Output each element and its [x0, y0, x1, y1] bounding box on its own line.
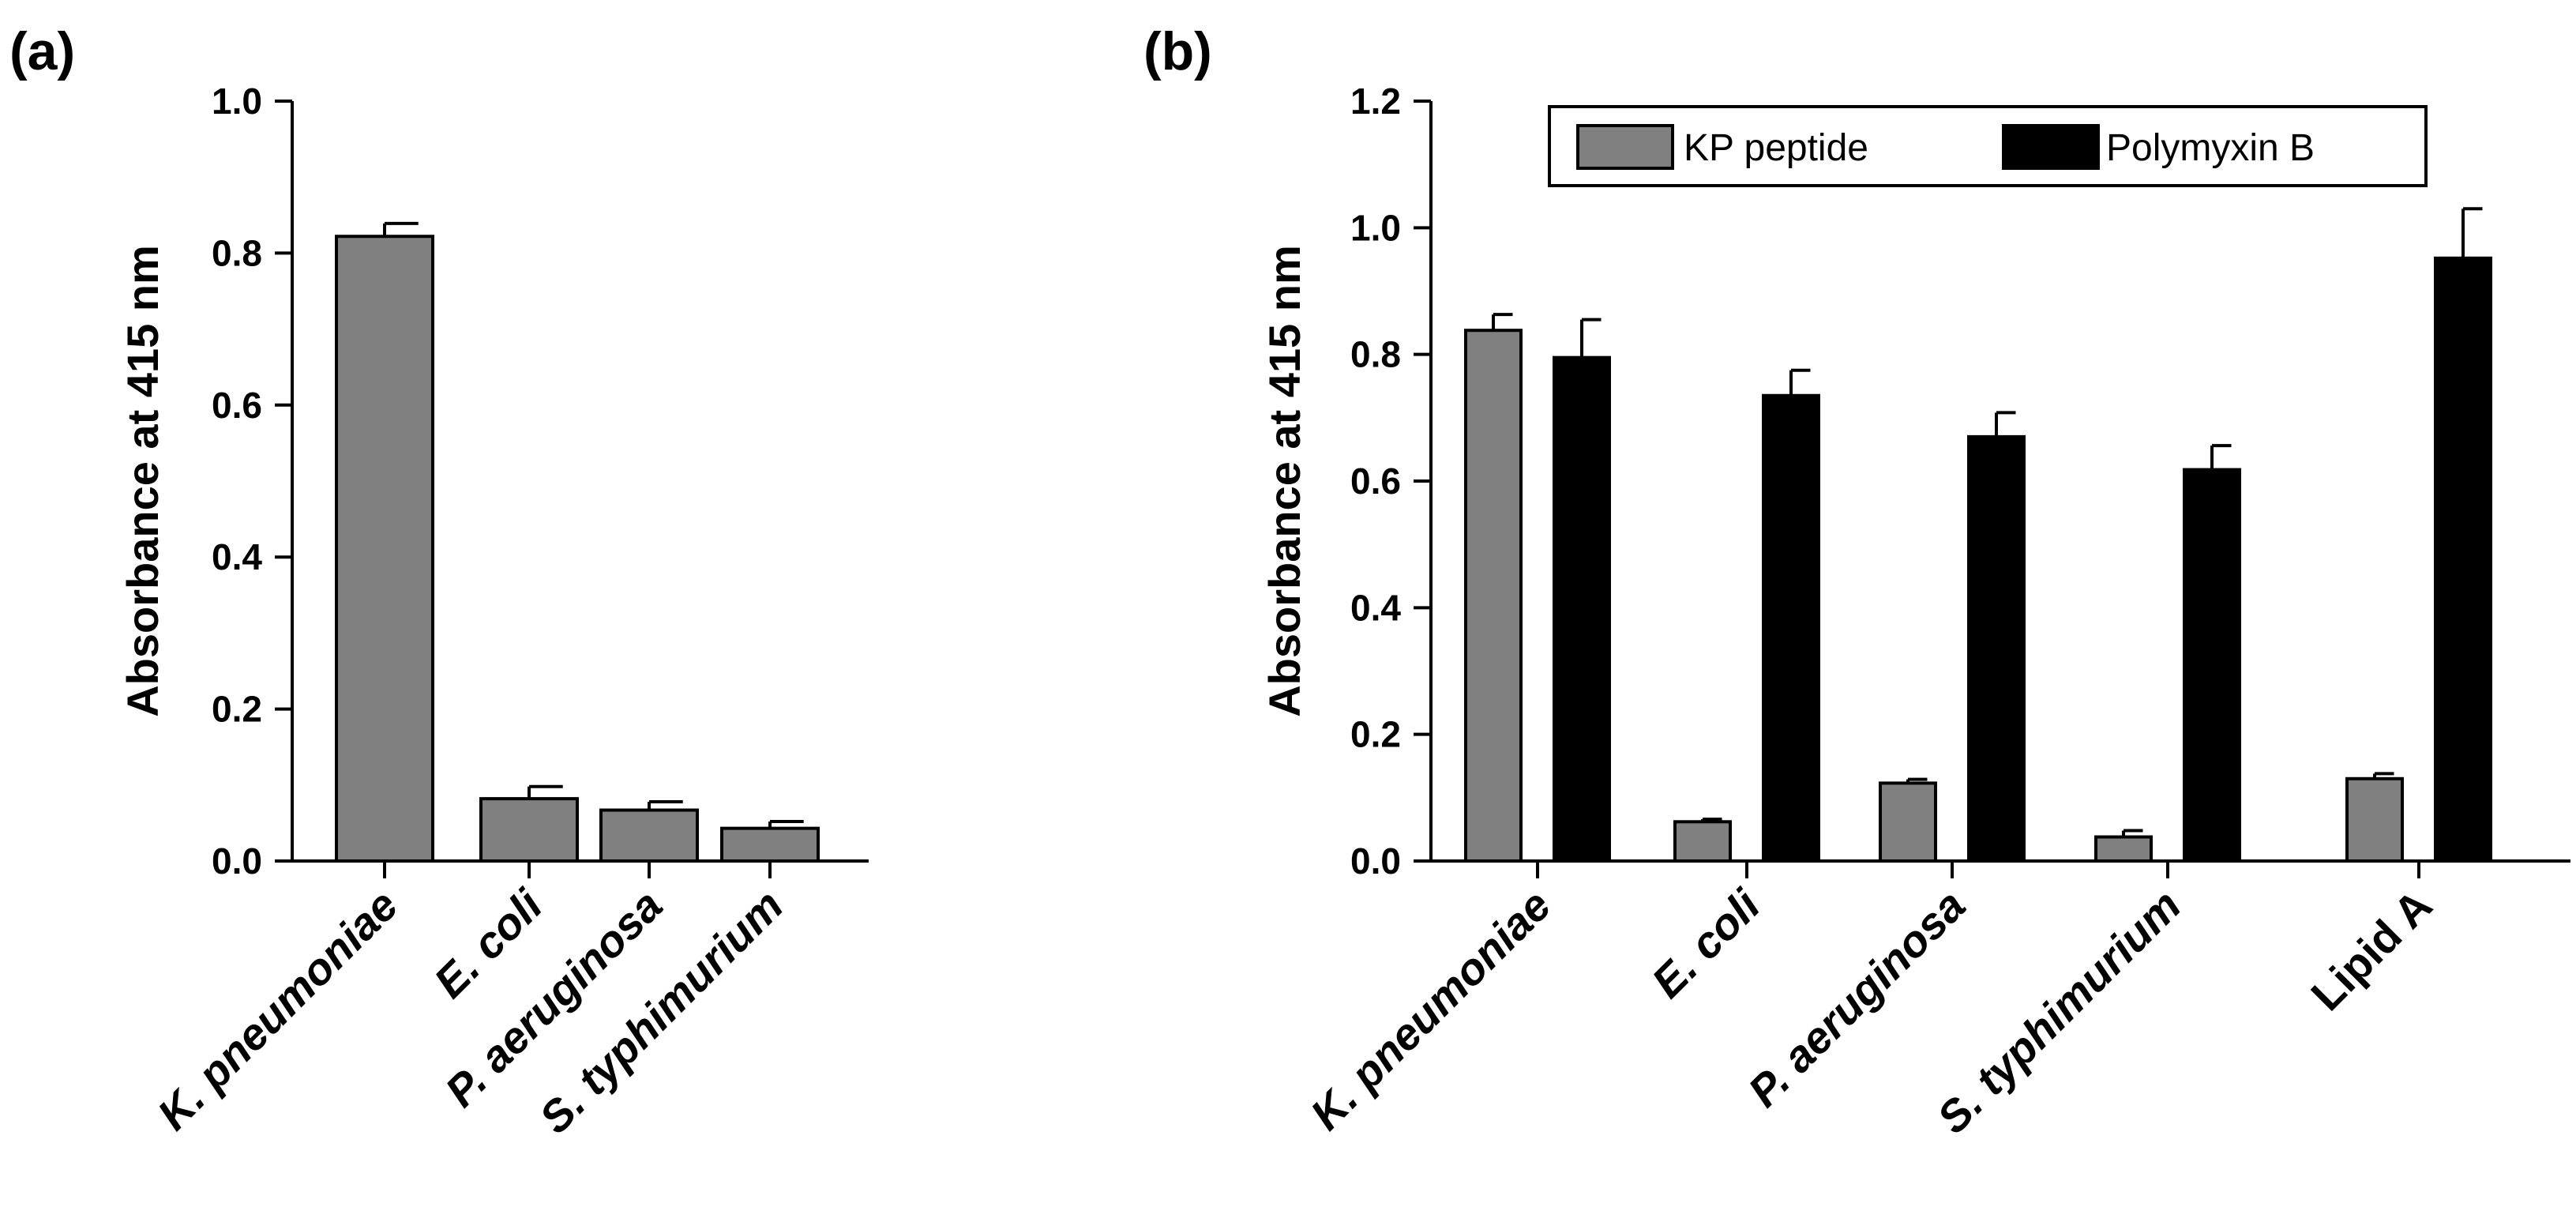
y-tick-label: 1.0: [212, 81, 262, 122]
bar-kp-peptide-e-coli: [1673, 820, 1732, 863]
y-tick-label: 0.6: [1350, 461, 1401, 502]
y-tick-label: 0.4: [212, 536, 262, 577]
x-tick-label: P. aeruginosa: [1738, 880, 1974, 1116]
y-tick-label: 0.8: [1350, 334, 1401, 375]
y-tick-label: 0.0: [212, 840, 262, 882]
bar-polymyxin-b-e-coli: [1762, 393, 1820, 863]
legend-box: [1548, 105, 2428, 187]
panel-label: (b): [1143, 21, 1212, 81]
bar-kp-peptide-p-aeruginosa: [1879, 781, 1937, 863]
bar-polymyxin-b-lipid-a: [2434, 256, 2492, 863]
legend-swatch-polymyxin-b: [2002, 124, 2100, 170]
bar-polymyxin-b-k-pneumoniae: [1553, 355, 1611, 863]
bar-kp-peptide-s-typhimurium: [2094, 835, 2153, 863]
x-tick-label: K. pneumoniae: [1301, 880, 1560, 1139]
y-tick-label: 0.2: [212, 689, 262, 730]
y-tick-label: 0.2: [1350, 714, 1401, 755]
bar-kp-peptide-p-aeruginosa: [599, 808, 699, 863]
panel-a: (a) Absorbance at 415 nm 0.0 0.2 0.4 0.6 0.8 1.…: [9, 21, 869, 1143]
panel-label: (a): [9, 21, 75, 81]
panel-b: (b) Absorbance at 415 nm 0.0 0.2 0.4 0.6 0.8 1.…: [1143, 21, 2570, 1143]
x-tick-label: E. coli: [1642, 879, 1770, 1007]
legend-label-polymyxin-b: Polymyxin B: [2106, 127, 2315, 169]
x-tick-label: Lipid A: [2301, 880, 2441, 1020]
bar-polymyxin-b-s-typhimurium: [2183, 468, 2241, 863]
legend-label-kp-peptide: KP peptide: [1684, 127, 1868, 169]
bar-kp-peptide-s-typhimurium: [720, 826, 820, 863]
y-axis-label: Absorbance at 415 nm: [118, 245, 167, 717]
y-axis-label: Absorbance at 415 nm: [1260, 245, 1309, 717]
bar-kp-peptide-e-coli: [479, 797, 579, 863]
bar-kp-peptide-k-pneumoniae: [1464, 329, 1523, 863]
legend-swatch-kp-peptide: [1576, 124, 1674, 170]
x-tick-label: K. pneumoniae: [148, 880, 407, 1139]
y-tick-label: 1.2: [1350, 81, 1401, 122]
y-tick-label: 0.0: [1350, 840, 1401, 882]
y-tick-label: 0.8: [212, 232, 262, 273]
y-tick-label: 1.0: [1350, 207, 1401, 248]
bar-kp-peptide-k-pneumoniae: [335, 235, 434, 863]
bar-kp-peptide-lipid-a: [2345, 776, 2404, 863]
y-tick-label: 0.6: [212, 385, 262, 426]
y-tick-label: 0.4: [1350, 587, 1401, 628]
bar-polymyxin-b-p-aeruginosa: [1967, 434, 2026, 863]
x-tick-label: P. aeruginosa: [435, 880, 671, 1116]
